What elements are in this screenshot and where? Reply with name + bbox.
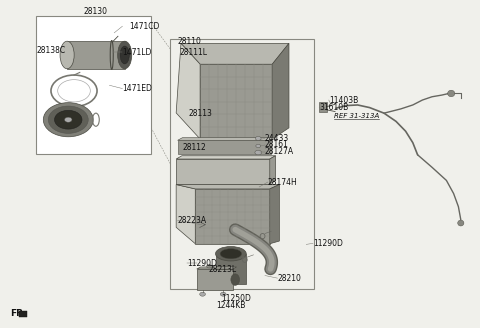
Ellipse shape [231, 274, 240, 285]
Circle shape [255, 136, 261, 140]
Circle shape [255, 150, 262, 155]
Circle shape [256, 144, 261, 148]
Polygon shape [181, 43, 289, 64]
Polygon shape [272, 43, 289, 139]
Text: 11250D: 11250D [221, 294, 251, 303]
Text: 11403B: 11403B [329, 95, 358, 105]
Text: 1244KB: 1244KB [216, 300, 245, 310]
Text: 28210: 28210 [277, 274, 301, 283]
Text: 31610B: 31610B [319, 103, 348, 112]
Circle shape [48, 106, 88, 133]
Polygon shape [216, 254, 246, 284]
Text: 1471CD: 1471CD [130, 22, 160, 31]
Ellipse shape [220, 249, 241, 259]
Ellipse shape [447, 90, 455, 97]
Text: 28138C: 28138C [36, 46, 66, 55]
Text: 28113: 28113 [189, 109, 213, 118]
Bar [319, 102, 327, 112]
Polygon shape [176, 43, 200, 139]
Bar [170, 39, 314, 289]
Ellipse shape [216, 247, 246, 261]
Text: REF 31-313A: REF 31-313A [334, 113, 379, 119]
Bar [36, 16, 151, 154]
Ellipse shape [120, 46, 129, 64]
Text: 28174H: 28174H [268, 177, 298, 187]
Ellipse shape [457, 220, 464, 226]
Polygon shape [176, 159, 270, 184]
Polygon shape [176, 185, 279, 189]
Text: 28161: 28161 [265, 140, 289, 150]
Polygon shape [270, 185, 279, 244]
Polygon shape [200, 64, 272, 139]
Circle shape [200, 292, 205, 296]
Ellipse shape [60, 41, 74, 69]
Text: 28111L: 28111L [180, 48, 208, 57]
Bar [197, 269, 233, 290]
Text: 28213L: 28213L [208, 265, 237, 274]
Text: 11290D: 11290D [187, 258, 217, 268]
Text: 28223A: 28223A [178, 216, 207, 225]
Text: 28130: 28130 [84, 7, 108, 16]
Polygon shape [195, 189, 270, 244]
Bar [19, 311, 27, 317]
Text: 1471LD: 1471LD [122, 48, 152, 57]
Text: 28110: 28110 [178, 36, 202, 46]
Ellipse shape [206, 265, 212, 268]
Text: FR: FR [11, 309, 24, 318]
Circle shape [43, 103, 93, 137]
Polygon shape [270, 156, 276, 184]
Text: 28127A: 28127A [265, 147, 294, 156]
Polygon shape [178, 138, 276, 140]
Circle shape [55, 110, 82, 129]
Polygon shape [178, 140, 271, 154]
Text: 11290D: 11290D [313, 239, 343, 248]
Text: 1471ED: 1471ED [122, 84, 152, 93]
Polygon shape [197, 267, 237, 269]
Text: 24433: 24433 [265, 134, 289, 143]
Polygon shape [176, 156, 276, 159]
Polygon shape [67, 41, 125, 69]
Circle shape [64, 117, 72, 122]
Circle shape [220, 292, 226, 296]
Ellipse shape [118, 41, 132, 69]
Polygon shape [176, 185, 195, 244]
Text: 28112: 28112 [182, 143, 206, 152]
